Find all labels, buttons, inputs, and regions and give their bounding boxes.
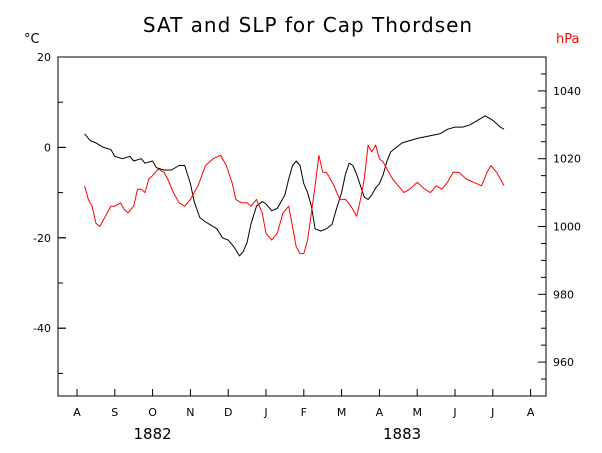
year-label: 1882 (134, 425, 172, 443)
left-axis-unit: °C (24, 32, 40, 47)
year-label: 1883 (383, 425, 421, 443)
right-tick-label: 1000 (553, 221, 581, 234)
right-tick-label: 1040 (553, 85, 581, 98)
month-label: M (412, 406, 422, 419)
right-tick-label: 960 (553, 356, 574, 369)
left-tick-label: 0 (44, 141, 51, 154)
right-tick-label: 980 (553, 288, 574, 301)
month-label: F (301, 406, 307, 419)
left-axis: 20 0 -20 -40 (33, 51, 66, 374)
sat-series-line (84, 115, 505, 257)
left-tick-label: 20 (37, 51, 51, 64)
month-label: J (490, 406, 494, 419)
month-label: N (186, 406, 194, 419)
right-axis: 1040 1020 1000 980 960 (538, 73, 581, 380)
month-label: A (527, 406, 535, 419)
month-label: O (148, 406, 157, 419)
plot-frame (57, 56, 547, 397)
x-axis: A S O N D J F M A M J J A 1882 1883 (73, 389, 535, 443)
left-tick-label: -40 (33, 322, 51, 335)
right-tick-label: 1020 (553, 153, 581, 166)
month-label: J (452, 406, 456, 419)
month-label: S (111, 406, 118, 419)
slp-series-line (84, 144, 505, 255)
left-tick-label: -20 (33, 232, 51, 245)
month-label: A (73, 406, 81, 419)
month-label: D (224, 406, 232, 419)
right-axis-unit: hPa (556, 32, 579, 47)
chart-title: SAT and SLP for Cap Thordsen (143, 13, 473, 37)
month-label: J (263, 406, 267, 419)
month-label: A (376, 406, 384, 419)
series-group (84, 115, 505, 257)
month-label: M (337, 406, 347, 419)
